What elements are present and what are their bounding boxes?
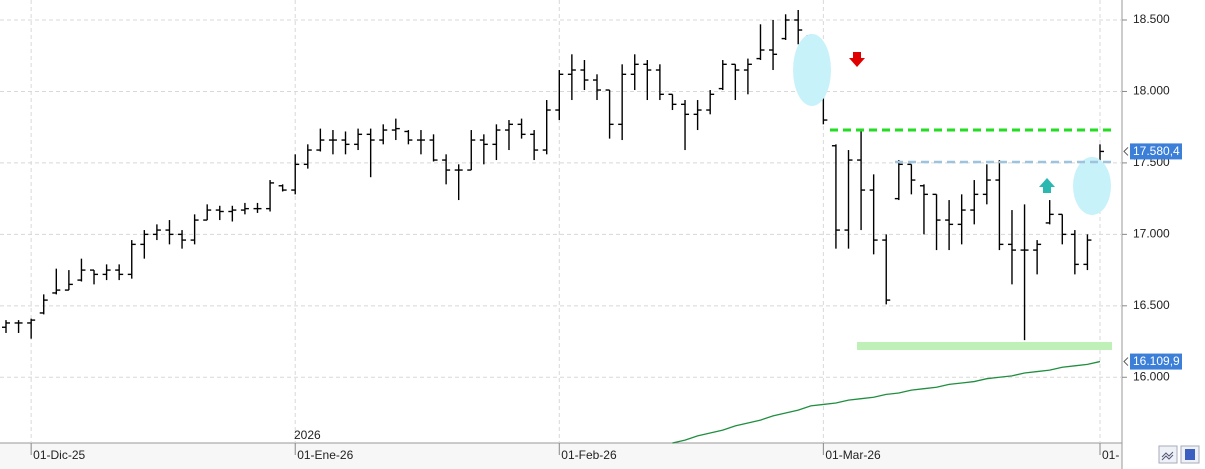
x-axis-band [0, 443, 1122, 469]
drawings [793, 34, 1112, 350]
y-tick-label: 16.500 [1133, 298, 1170, 312]
y-tick-label: 16.000 [1133, 369, 1170, 383]
x-tick-label: 01-Ene-26 [297, 448, 353, 462]
y-tick-label: 18.500 [1133, 12, 1170, 26]
up-arrow [1039, 178, 1055, 193]
price-tag-pointer [1123, 357, 1129, 366]
scroll-icon [1161, 451, 1174, 461]
price-tag-label: 17.580,4 [1133, 144, 1180, 158]
support-band [857, 342, 1112, 350]
price-tag [1130, 143, 1182, 160]
year-label: 2026 [294, 428, 321, 442]
x-tick-label: 01-Feb-26 [561, 448, 617, 462]
highlight-ellipse [793, 34, 831, 106]
down-arrow [849, 52, 865, 67]
plot-area [0, 0, 1122, 444]
x-tick-label: 01- [1102, 448, 1119, 462]
x-tick-label: 01-Dic-25 [33, 448, 85, 462]
highlight-ellipse [1073, 157, 1111, 215]
price-tag-pointer [1123, 147, 1129, 156]
price-tag-label: 16.109,9 [1133, 354, 1180, 368]
y-tick-label: 18.000 [1133, 84, 1170, 98]
y-tick-label: 17.000 [1133, 227, 1170, 241]
x-tick-label: 01-Mar-26 [825, 448, 881, 462]
save-icon [1185, 449, 1195, 460]
y-axis: 16.00016.50017.00017.50018.00018.50017.5… [1122, 12, 1182, 383]
price-tag [1130, 353, 1182, 370]
moving-average [672, 360, 1101, 444]
